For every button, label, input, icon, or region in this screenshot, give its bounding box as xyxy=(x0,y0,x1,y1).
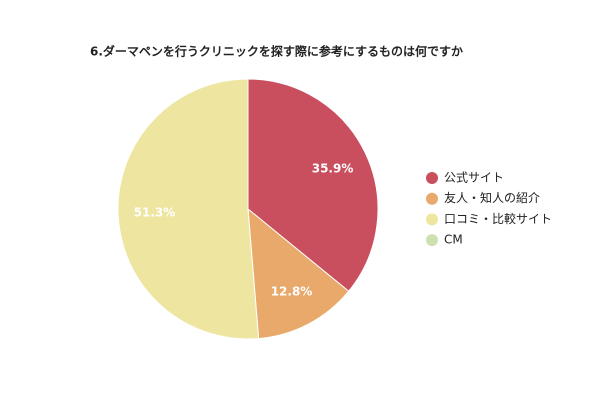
legend-marker xyxy=(426,213,438,226)
legend-label: 口コミ・比較サイト xyxy=(444,211,552,226)
legend-label: 公式サイト xyxy=(444,171,504,185)
legend-marker xyxy=(426,234,438,247)
chart-title: 6.ダーマペンを行うクリニックを探す際に参考にするものは何ですか xyxy=(90,44,463,59)
data-label: 51.3% xyxy=(134,205,176,219)
data-label: 12.8% xyxy=(271,284,313,298)
pie-slice xyxy=(247,78,379,292)
data-label: 35.9% xyxy=(312,161,354,175)
legend-marker xyxy=(426,172,438,184)
legend-label: 友人・知人の紹介 xyxy=(444,191,540,205)
pie-slice xyxy=(117,78,260,340)
legend-marker xyxy=(426,192,438,205)
legend-label: CM xyxy=(444,233,463,247)
pie-slice xyxy=(247,207,350,340)
